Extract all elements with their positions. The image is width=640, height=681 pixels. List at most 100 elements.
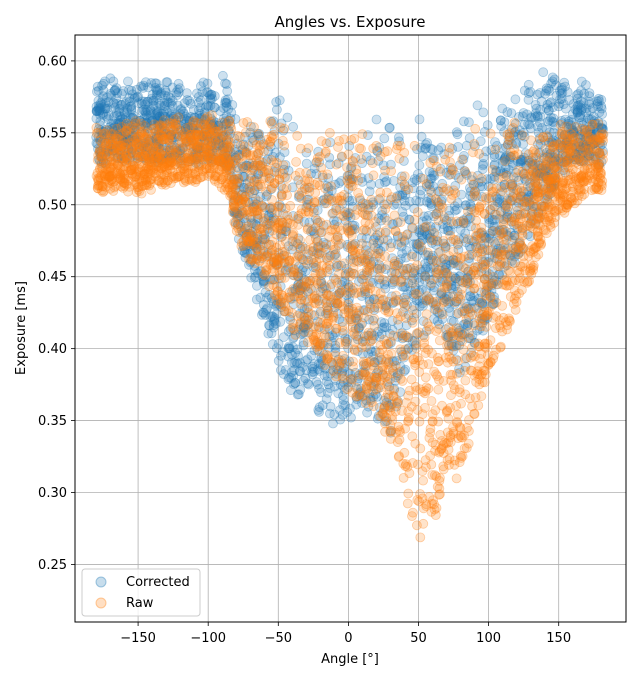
point-raw: [382, 379, 392, 390]
point-corrected: [371, 114, 382, 125]
point-raw: [457, 154, 468, 165]
point-corrected: [489, 159, 500, 170]
point-corrected: [504, 249, 515, 260]
point-corrected: [138, 117, 148, 128]
point-corrected: [388, 366, 398, 376]
point-corrected: [498, 224, 509, 235]
point-corrected: [496, 181, 507, 192]
point-raw: [490, 144, 501, 155]
point-raw: [449, 384, 460, 395]
point-corrected: [292, 358, 303, 369]
point-corrected: [329, 409, 340, 420]
point-corrected: [376, 329, 387, 340]
point-corrected: [230, 217, 241, 228]
point-corrected: [414, 295, 425, 306]
point-corrected: [366, 381, 377, 392]
point-corrected: [415, 189, 426, 200]
point-corrected: [510, 94, 521, 105]
point-raw: [444, 142, 455, 153]
point-corrected: [499, 153, 510, 164]
point-raw: [331, 252, 342, 263]
point-corrected: [271, 299, 282, 310]
point-corrected: [153, 153, 164, 163]
point-corrected: [578, 98, 589, 108]
point-corrected: [258, 299, 269, 310]
point-corrected: [159, 117, 170, 128]
point-corrected: [550, 170, 560, 181]
point-raw: [452, 355, 463, 366]
point-corrected: [161, 77, 172, 88]
point-raw: [369, 321, 380, 331]
point-corrected: [573, 153, 584, 164]
point-corrected: [357, 367, 368, 378]
point-raw: [340, 285, 351, 295]
point-raw: [324, 127, 335, 138]
point-corrected: [249, 185, 259, 196]
point-corrected: [282, 112, 293, 123]
point-corrected: [396, 274, 407, 285]
point-corrected: [479, 274, 490, 285]
point-raw: [403, 406, 414, 417]
point-corrected: [191, 148, 202, 159]
point-corrected: [381, 303, 392, 313]
point-raw: [334, 358, 345, 369]
point-corrected: [259, 234, 270, 245]
point-corrected: [555, 85, 565, 96]
point-corrected: [477, 160, 488, 171]
point-raw: [132, 182, 143, 193]
point-corrected: [267, 339, 278, 350]
point-raw: [370, 248, 381, 259]
point-corrected: [551, 136, 562, 147]
point-corrected: [391, 198, 402, 209]
point-corrected: [508, 172, 519, 183]
point-raw: [401, 230, 412, 240]
point-corrected: [293, 175, 304, 186]
point-corrected: [125, 102, 136, 112]
point-raw: [432, 272, 442, 283]
point-raw: [339, 304, 350, 315]
point-corrected: [572, 93, 583, 104]
point-raw: [421, 309, 432, 320]
point-corrected: [229, 133, 240, 144]
point-corrected: [540, 159, 551, 170]
point-raw: [474, 379, 485, 390]
point-corrected: [391, 401, 402, 412]
point-raw: [96, 162, 107, 173]
point-raw: [368, 170, 379, 181]
point-corrected: [195, 119, 206, 130]
point-corrected: [354, 322, 365, 333]
point-corrected: [414, 277, 425, 288]
point-raw: [269, 290, 280, 301]
point-corrected: [352, 384, 363, 395]
point-raw: [276, 191, 287, 202]
point-corrected: [215, 106, 226, 117]
point-raw: [426, 187, 437, 198]
point-corrected: [276, 189, 287, 200]
point-corrected: [374, 274, 385, 285]
point-corrected: [554, 98, 565, 109]
point-raw: [288, 240, 299, 251]
point-corrected: [406, 315, 417, 326]
point-corrected: [523, 88, 534, 98]
point-corrected: [356, 173, 367, 184]
point-corrected: [336, 368, 347, 378]
point-raw: [366, 202, 376, 213]
point-corrected: [246, 272, 257, 283]
point-corrected: [381, 176, 392, 187]
point-corrected: [131, 133, 142, 144]
point-corrected: [458, 233, 469, 244]
point-corrected: [437, 276, 448, 287]
point-corrected: [165, 130, 176, 141]
point-corrected: [108, 97, 119, 108]
point-raw: [362, 330, 373, 341]
point-corrected: [151, 102, 161, 112]
point-corrected: [200, 102, 211, 113]
point-corrected: [239, 213, 250, 224]
point-corrected: [499, 239, 509, 250]
point-corrected: [442, 225, 453, 236]
point-corrected: [232, 208, 243, 219]
point-corrected: [490, 137, 500, 148]
point-corrected: [186, 154, 197, 165]
point-raw: [364, 262, 375, 273]
